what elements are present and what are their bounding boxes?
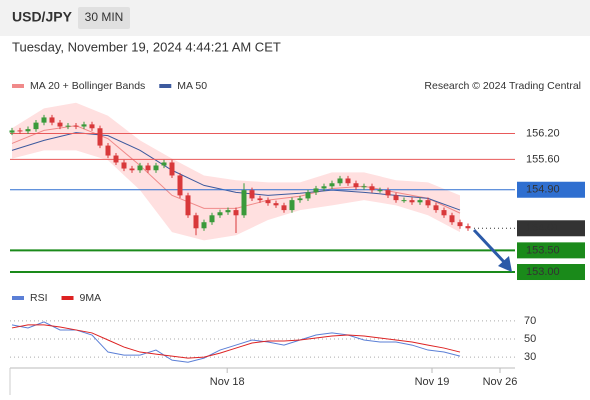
- candle-body: [193, 215, 199, 229]
- candle-body: [249, 190, 255, 199]
- y-tick-label: 70: [524, 315, 536, 327]
- candle-body: [257, 198, 263, 201]
- candle-body: [57, 122, 63, 127]
- candle-body: [17, 130, 23, 132]
- candle-body: [321, 186, 327, 189]
- candle-body: [441, 210, 447, 216]
- candle-body: [329, 183, 335, 187]
- candle-body: [89, 124, 95, 129]
- candle-body: [353, 183, 359, 188]
- candle-body: [225, 210, 231, 213]
- candle-body: [105, 145, 111, 156]
- candle-body: [185, 195, 191, 216]
- level-label: 153.50: [526, 244, 560, 256]
- candle-body: [289, 200, 295, 211]
- x-tick-label: Nov 18: [210, 376, 245, 388]
- source: Research © 2024 Trading Central: [424, 80, 581, 92]
- candle-body: [145, 165, 151, 171]
- candle-body: [153, 165, 159, 171]
- candle-body: [49, 117, 55, 123]
- candle-body: [217, 212, 223, 216]
- level-box: [517, 220, 585, 237]
- timestamp: Tuesday, November 19, 2024 4:44:21 AM CE…: [12, 39, 281, 54]
- candle-body: [409, 200, 415, 203]
- legend-label: 9MA: [80, 292, 102, 304]
- interval-box: [78, 7, 130, 29]
- candle-body: [97, 128, 103, 146]
- candle-body: [9, 130, 15, 133]
- bollinger-band: [12, 102, 460, 241]
- level-label: 155.60: [526, 153, 560, 165]
- level-box: [517, 181, 585, 198]
- y-tick-label: 50: [524, 333, 536, 345]
- candle-body: [25, 129, 31, 132]
- candle-body: [369, 186, 375, 191]
- level-label: 153.00: [526, 266, 560, 278]
- candle-body: [449, 215, 455, 223]
- candle-body: [169, 162, 175, 176]
- candle-body: [209, 215, 215, 223]
- candle-body: [345, 178, 351, 184]
- candle-body: [337, 178, 343, 184]
- candle-body: [41, 117, 47, 123]
- candle-body: [265, 200, 271, 204]
- plot: 156.20 155.60 154.90 154.01 153.50 153.00 MA 2…: [9, 80, 585, 388]
- candle-body: [297, 198, 303, 201]
- candle-body: [201, 222, 207, 229]
- interval: 30 MIN: [85, 10, 124, 24]
- y-tick-label: 30: [524, 351, 536, 363]
- candle-body: [385, 190, 391, 196]
- candle-body: [137, 165, 143, 171]
- candle-body: [417, 200, 423, 203]
- legend-label: RSI: [30, 292, 48, 304]
- candle-body: [73, 125, 79, 127]
- candle-body: [129, 168, 135, 171]
- legend-swatch: [159, 84, 172, 88]
- candle-body: [121, 162, 127, 169]
- candle-body: [33, 122, 39, 130]
- level-box: [517, 242, 585, 259]
- legend-label: MA 20 + Bollinger Bands: [30, 80, 145, 92]
- candle-body: [177, 175, 183, 196]
- candle-body: [281, 205, 287, 211]
- candle-body: [241, 190, 247, 216]
- level-label: 156.20: [526, 127, 560, 139]
- candle-body: [425, 200, 431, 206]
- level-label: 154.01: [526, 222, 560, 234]
- legend-swatch: [12, 296, 24, 300]
- x-tick-label: Nov 19: [415, 376, 450, 388]
- legend-swatch: [12, 84, 24, 88]
- candle-body: [81, 124, 87, 127]
- candle-body: [161, 162, 167, 166]
- candle-body: [465, 226, 471, 229]
- candle-body: [65, 125, 71, 127]
- candle-body: [377, 190, 383, 192]
- candle-body: [361, 186, 367, 188]
- candle-body: [401, 200, 407, 202]
- candle-body: [233, 210, 239, 216]
- legend-label: MA 50: [177, 80, 207, 92]
- candle-body: [433, 205, 439, 211]
- candle-body: [393, 195, 399, 201]
- arrow-head: [498, 256, 512, 272]
- level-label: 154.90: [526, 184, 560, 196]
- candle-body: [305, 192, 311, 199]
- rsi-line: [11, 321, 461, 363]
- symbol: USD/JPY: [12, 9, 73, 25]
- x-tick-label: Nov 26: [483, 376, 518, 388]
- candle-body: [313, 188, 319, 193]
- rsi-line: [11, 324, 461, 359]
- level-box: [517, 264, 585, 281]
- candle-body: [273, 203, 279, 206]
- legend-swatch: [61, 296, 74, 300]
- candle-body: [113, 155, 119, 163]
- arrow: [472, 228, 507, 265]
- candle-body: [457, 222, 463, 227]
